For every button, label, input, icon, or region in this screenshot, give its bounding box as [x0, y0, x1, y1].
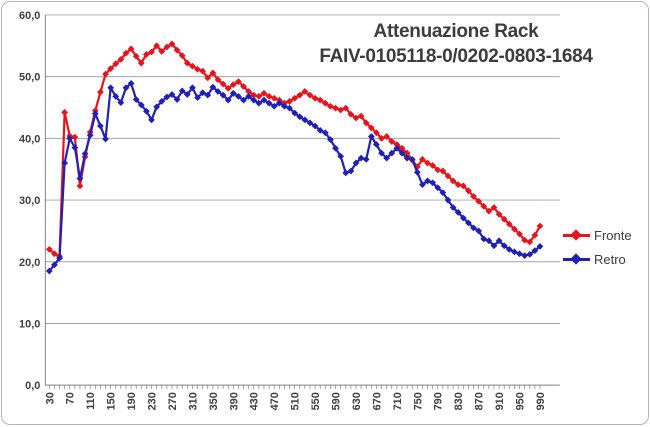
svg-text:710: 710 — [392, 392, 404, 410]
legend-item-fronte: Fronte — [563, 226, 632, 244]
svg-text:430: 430 — [249, 392, 261, 410]
legend-item-retro: Retro — [563, 250, 632, 268]
svg-text:950: 950 — [515, 392, 527, 410]
chart-title-block: Attenuazione Rack FAIV-0105118-0/0202-08… — [282, 19, 630, 69]
svg-text:390: 390 — [228, 392, 240, 410]
svg-text:870: 870 — [474, 392, 486, 410]
svg-text:190: 190 — [126, 392, 138, 410]
svg-text:670: 670 — [371, 392, 383, 410]
svg-text:30,0: 30,0 — [19, 195, 40, 207]
svg-text:350: 350 — [208, 392, 220, 410]
svg-text:470: 470 — [269, 392, 281, 410]
svg-text:60,0: 60,0 — [19, 10, 40, 22]
retro-diamond-icon — [570, 252, 582, 265]
svg-text:20,0: 20,0 — [19, 257, 40, 269]
chart-title: Attenuazione Rack — [373, 21, 539, 42]
svg-text:990: 990 — [535, 392, 547, 410]
chart-subtitle: FAIV-0105118-0/0202-0803-1684 — [319, 46, 593, 67]
svg-text:590: 590 — [331, 392, 343, 410]
svg-text:10,0: 10,0 — [19, 318, 40, 330]
svg-text:550: 550 — [310, 392, 322, 410]
legend-label-fronte: Fronte — [594, 227, 632, 243]
svg-text:310: 310 — [187, 392, 199, 410]
svg-text:270: 270 — [167, 392, 179, 410]
legend-label-retro: Retro — [594, 251, 626, 267]
svg-text:110: 110 — [85, 392, 97, 410]
svg-text:50,0: 50,0 — [19, 72, 40, 84]
svg-text:510: 510 — [290, 392, 302, 410]
svg-text:230: 230 — [147, 392, 159, 410]
svg-text:0,0: 0,0 — [25, 380, 40, 392]
svg-text:70: 70 — [65, 392, 77, 404]
svg-text:750: 750 — [412, 392, 424, 410]
svg-text:630: 630 — [351, 392, 363, 410]
svg-text:150: 150 — [106, 392, 118, 410]
retro-line-marker-icon — [563, 252, 590, 265]
fronte-line-marker-icon — [563, 228, 590, 241]
fronte-diamond-icon — [570, 228, 582, 241]
svg-text:30: 30 — [44, 392, 56, 404]
svg-text:40,0: 40,0 — [19, 133, 40, 145]
legend: Fronte Retro — [563, 226, 632, 274]
svg-text:830: 830 — [453, 392, 465, 410]
svg-text:790: 790 — [433, 392, 445, 410]
svg-text:910: 910 — [494, 392, 506, 410]
